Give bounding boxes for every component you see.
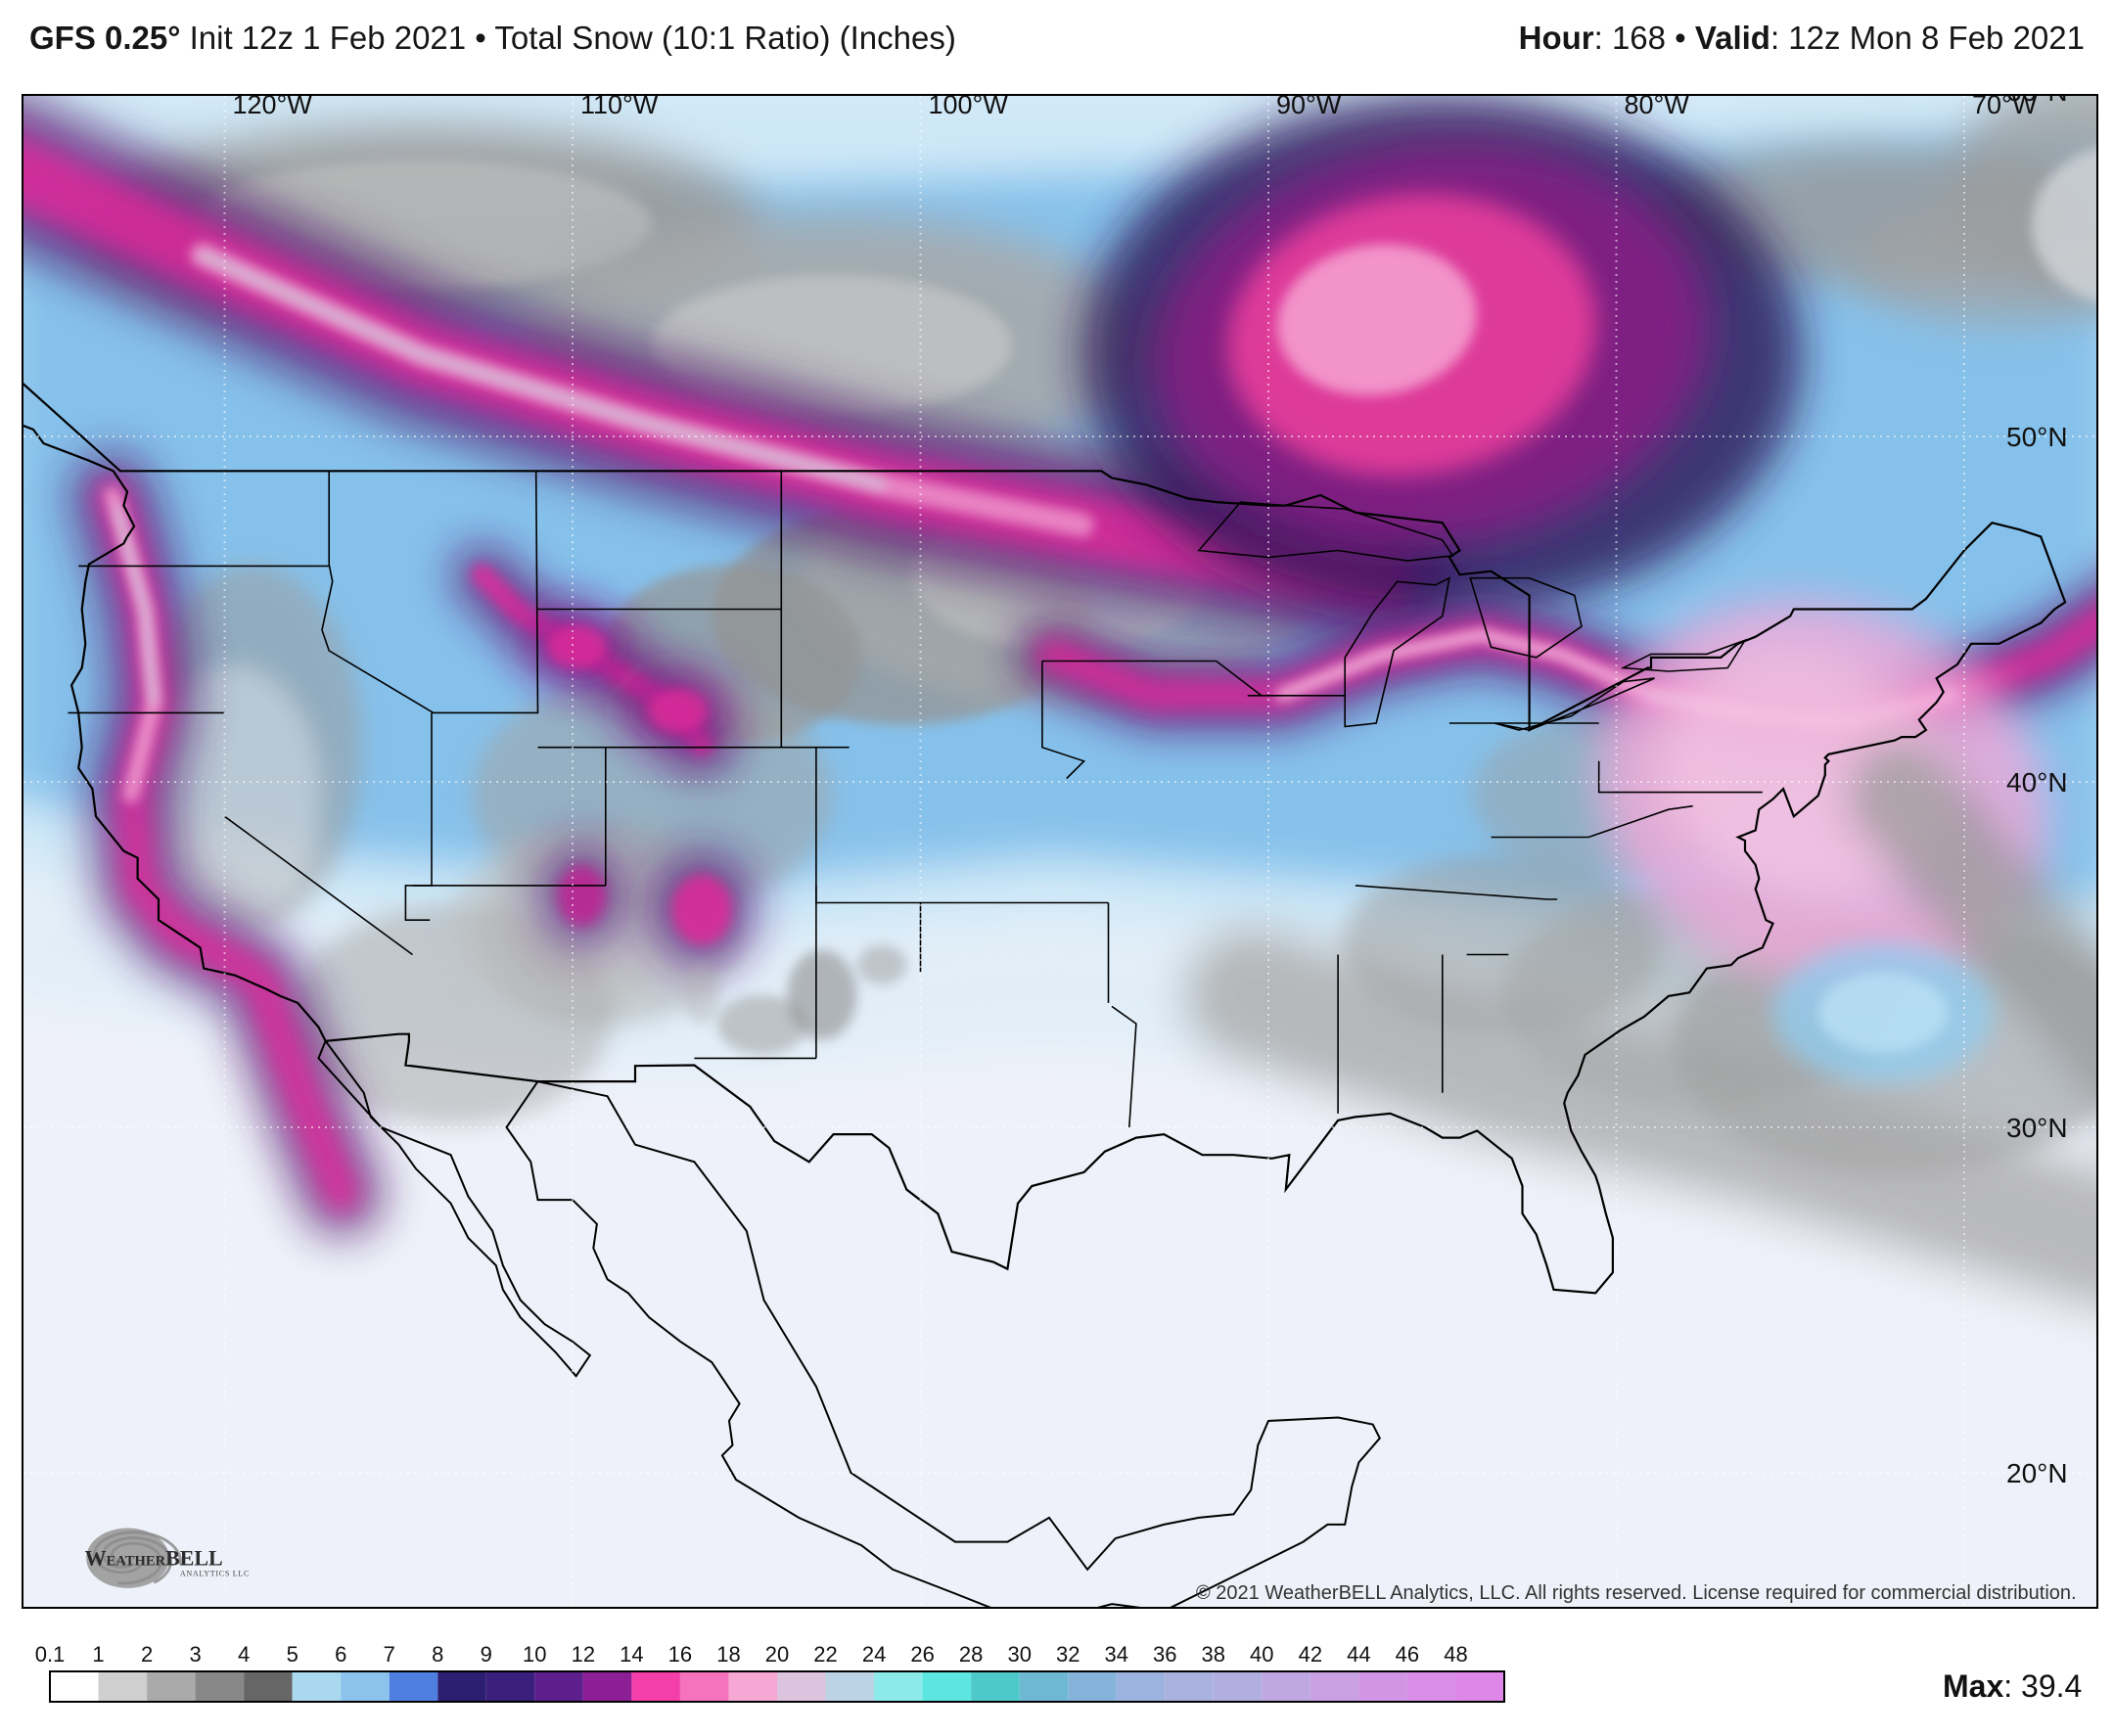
svg-text:26: 26 <box>910 1642 934 1667</box>
svg-text:30°N: 30°N <box>2006 1113 2068 1143</box>
svg-text:20°N: 20°N <box>2006 1458 2068 1488</box>
svg-text:34: 34 <box>1104 1642 1127 1667</box>
svg-text:38: 38 <box>1202 1642 1225 1667</box>
svg-text:90°W: 90°W <box>1276 96 1342 119</box>
svg-text:22: 22 <box>813 1642 837 1667</box>
svg-text:5: 5 <box>287 1642 299 1667</box>
svg-text:28: 28 <box>959 1642 983 1667</box>
svg-text:14: 14 <box>620 1642 643 1667</box>
svg-text:42: 42 <box>1299 1642 1322 1667</box>
svg-text:ANALYTICS LLC: ANALYTICS LLC <box>180 1569 250 1577</box>
svg-text:36: 36 <box>1153 1642 1176 1667</box>
svg-text:8: 8 <box>432 1642 443 1667</box>
svg-text:0.1: 0.1 <box>35 1642 66 1667</box>
svg-text:40°N: 40°N <box>2006 767 2068 798</box>
svg-text:7: 7 <box>384 1642 395 1667</box>
svg-text:50°N: 50°N <box>2006 422 2068 452</box>
svg-text:100°W: 100°W <box>929 96 1009 119</box>
svg-text:40: 40 <box>1250 1642 1273 1667</box>
svg-text:44: 44 <box>1347 1642 1370 1667</box>
svg-text:18: 18 <box>716 1642 740 1667</box>
svg-text:48: 48 <box>1444 1642 1467 1667</box>
svg-text:3: 3 <box>189 1642 201 1667</box>
svg-text:10: 10 <box>523 1642 546 1667</box>
svg-text:6: 6 <box>335 1642 346 1667</box>
svg-text:1: 1 <box>92 1642 104 1667</box>
svg-text:16: 16 <box>668 1642 692 1667</box>
svg-text:20: 20 <box>765 1642 789 1667</box>
svg-text:120°W: 120°W <box>233 96 313 119</box>
svg-text:2: 2 <box>141 1642 153 1667</box>
svg-text:32: 32 <box>1056 1642 1080 1667</box>
svg-text:12: 12 <box>572 1642 595 1667</box>
svg-text:110°W: 110°W <box>580 96 659 119</box>
svg-text:60°N: 60°N <box>2006 96 2068 107</box>
svg-text:9: 9 <box>481 1642 492 1667</box>
svg-text:4: 4 <box>238 1642 250 1667</box>
svg-text:24: 24 <box>862 1642 886 1667</box>
svg-text:30: 30 <box>1007 1642 1031 1667</box>
svg-text:46: 46 <box>1396 1642 1419 1667</box>
svg-text:80°W: 80°W <box>1625 96 1690 119</box>
